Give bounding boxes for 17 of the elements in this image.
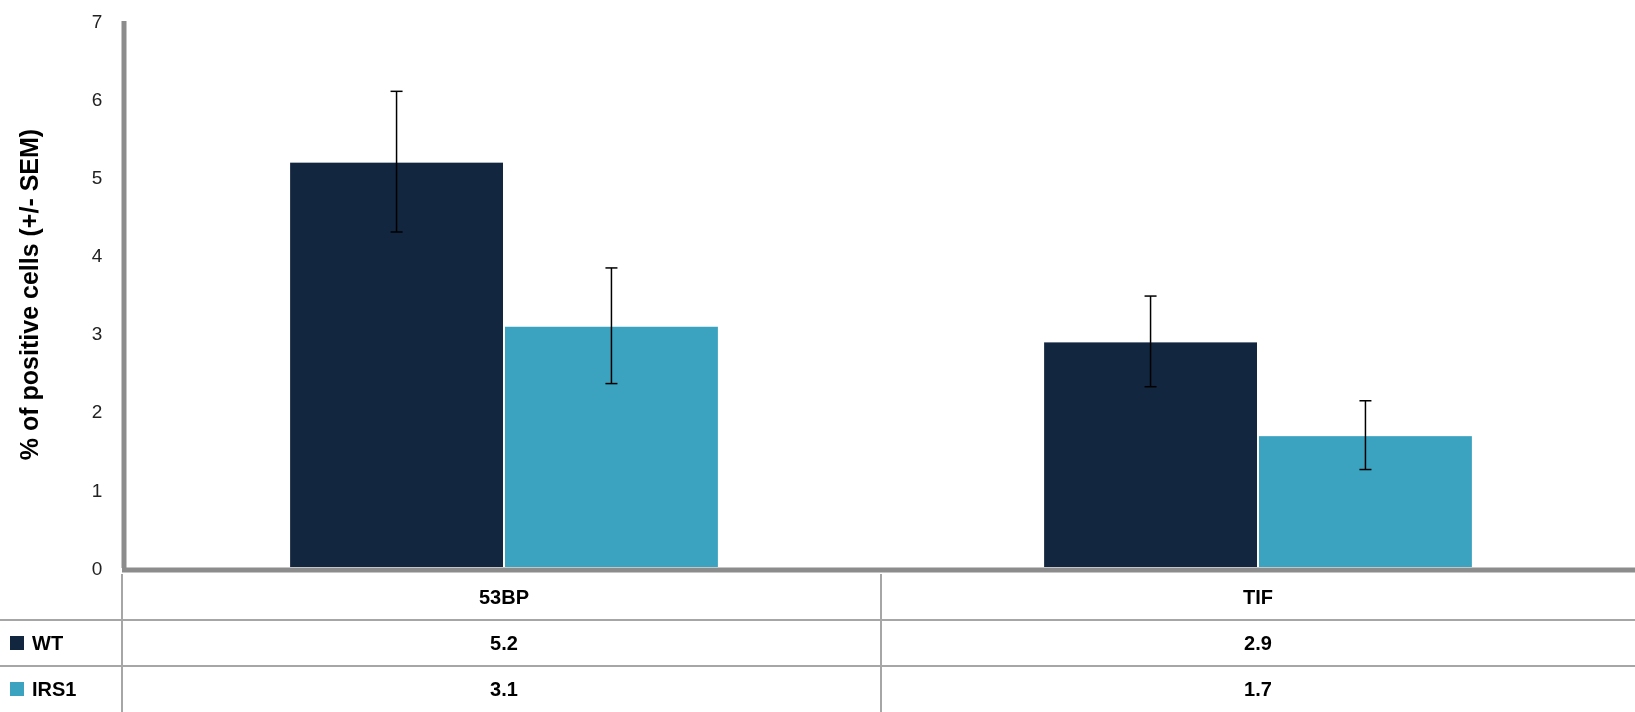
data-label: 3.1 xyxy=(490,678,518,700)
y-tick-label: 7 xyxy=(91,10,103,32)
y-tick-label: 5 xyxy=(91,166,103,188)
data-label: 1.7 xyxy=(1244,678,1272,700)
y-tick-label: 6 xyxy=(91,88,103,110)
data-label: 5.2 xyxy=(490,632,518,654)
data-label: 2.9 xyxy=(1244,632,1272,654)
y-tick-label: 2 xyxy=(91,401,103,423)
y-tick-label: 1 xyxy=(91,479,103,501)
y-tick-label: 3 xyxy=(91,323,103,345)
legend-label: WT xyxy=(32,632,64,654)
legend-label: IRS1 xyxy=(32,678,77,700)
y-axis-title: % of positive cells (+/- SEM) xyxy=(15,128,43,461)
x-tick-label: 53BP xyxy=(478,586,530,608)
x-tick-label: TIF xyxy=(1243,586,1273,608)
y-tick-label: 4 xyxy=(91,245,103,267)
y-tick-label: 0 xyxy=(91,557,103,579)
